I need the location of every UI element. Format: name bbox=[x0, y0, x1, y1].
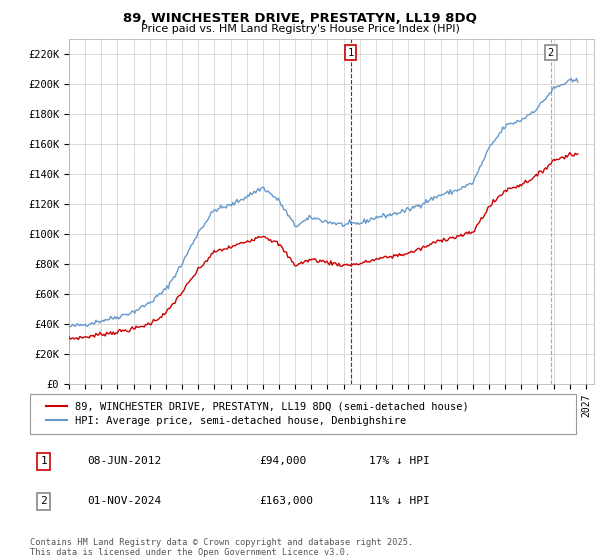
Text: 2: 2 bbox=[548, 48, 554, 58]
Text: 08-JUN-2012: 08-JUN-2012 bbox=[88, 456, 161, 466]
Legend: 89, WINCHESTER DRIVE, PRESTATYN, LL19 8DQ (semi-detached house), HPI: Average pr: 89, WINCHESTER DRIVE, PRESTATYN, LL19 8D… bbox=[41, 396, 474, 431]
Text: 1: 1 bbox=[347, 48, 354, 58]
Text: £163,000: £163,000 bbox=[259, 496, 313, 506]
Text: 11% ↓ HPI: 11% ↓ HPI bbox=[368, 496, 429, 506]
Text: 1: 1 bbox=[40, 456, 47, 466]
Text: Price paid vs. HM Land Registry's House Price Index (HPI): Price paid vs. HM Land Registry's House … bbox=[140, 24, 460, 34]
Text: Contains HM Land Registry data © Crown copyright and database right 2025.
This d: Contains HM Land Registry data © Crown c… bbox=[30, 538, 413, 557]
Text: 2: 2 bbox=[40, 496, 47, 506]
Text: £94,000: £94,000 bbox=[259, 456, 307, 466]
Text: 89, WINCHESTER DRIVE, PRESTATYN, LL19 8DQ: 89, WINCHESTER DRIVE, PRESTATYN, LL19 8D… bbox=[123, 12, 477, 25]
Text: 17% ↓ HPI: 17% ↓ HPI bbox=[368, 456, 429, 466]
Text: 01-NOV-2024: 01-NOV-2024 bbox=[88, 496, 161, 506]
